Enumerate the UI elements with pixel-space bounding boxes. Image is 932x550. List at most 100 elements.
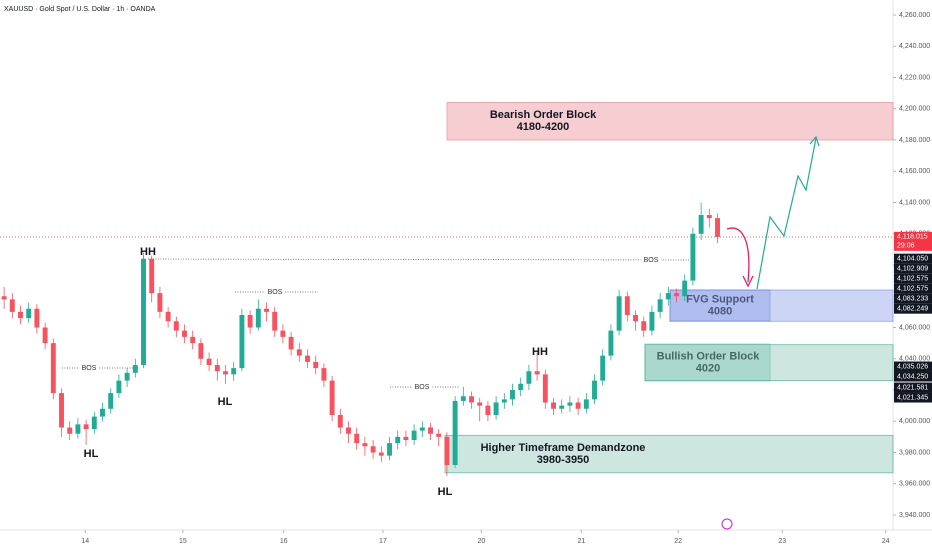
bos-bg	[79, 363, 99, 373]
price-label: 4,104.050	[897, 256, 928, 263]
candle-body	[9, 299, 15, 312]
candle-body	[674, 293, 679, 297]
candle-body	[18, 311, 23, 319]
price-label: 4,118.015	[897, 234, 928, 241]
price-label: 4,102.575	[897, 276, 928, 283]
y-tick-label: 3,960.000	[899, 481, 930, 488]
swing-label: HH	[532, 346, 548, 358]
candle-body	[124, 372, 130, 381]
candle-body	[223, 371, 228, 375]
candle-body	[600, 355, 606, 381]
x-tick-label: 22	[674, 538, 682, 545]
candle-body	[305, 355, 310, 362]
price-label-box	[894, 382, 932, 393]
candle-body	[255, 308, 261, 328]
zone	[644, 344, 894, 382]
candle-body	[501, 399, 507, 403]
candle-body	[1, 296, 7, 300]
candle-body	[403, 436, 409, 440]
candle-body	[469, 396, 474, 403]
y-tick-label: 4,160.000	[899, 168, 930, 175]
x-tick-label: 24	[882, 538, 890, 545]
price-label-box	[894, 392, 932, 403]
candle-body	[91, 416, 97, 430]
zone-title: Higher Timeframe Demandzone	[481, 442, 646, 454]
candle-body	[116, 380, 122, 394]
alert-icon[interactable]	[721, 518, 733, 530]
candle-body	[313, 361, 319, 369]
projection-arrowhead	[809, 135, 820, 147]
projection-rally	[756, 137, 817, 290]
candles	[1, 202, 720, 476]
candle-body	[50, 343, 56, 394]
candle-body	[624, 296, 630, 315]
candle-body	[559, 405, 565, 409]
candle-body	[485, 405, 491, 415]
candle-body	[59, 393, 64, 428]
bos-label: BOS	[82, 365, 97, 372]
zone-label: 4080	[708, 306, 732, 318]
candle-body	[567, 402, 573, 406]
fvg-inner-box	[669, 289, 771, 322]
bos-bg	[641, 255, 661, 265]
candle-body	[649, 311, 655, 331]
candle-body	[387, 443, 392, 456]
zone-label: 4020	[696, 363, 720, 375]
price-label: 4,102.575	[897, 286, 928, 293]
price-label: 4,102.909	[897, 266, 928, 273]
candle-body	[108, 393, 114, 409]
price-label-box	[894, 283, 932, 294]
zone	[446, 102, 894, 141]
candle-body	[616, 296, 622, 331]
candle-body	[337, 415, 343, 428]
zone	[444, 434, 894, 474]
candle-body	[419, 427, 425, 431]
candle-body	[518, 383, 524, 390]
y-tick-label: 4,200.000	[899, 106, 930, 113]
price-label: 4,082.249	[897, 306, 928, 313]
zone-label: 4180-4200	[517, 121, 570, 133]
price-label: 4,035.026	[897, 363, 928, 370]
bos-bg	[412, 382, 432, 392]
axes: 4,260.000 4,240.000 4,220.000 4,200.000 4,18…	[81, 12, 932, 545]
y-tick-label: 4,000.000	[899, 418, 930, 425]
candle-body	[190, 336, 196, 344]
candle-body	[534, 371, 540, 375]
candle-body	[608, 330, 614, 356]
candle-body	[428, 427, 433, 434]
y-tick-label: 4,060.000	[899, 324, 930, 331]
bos-line	[147, 258, 691, 261]
candle-body	[452, 400, 458, 465]
candle-body	[575, 402, 581, 409]
x-tick-label: 14	[81, 538, 89, 545]
price-label-box	[894, 303, 932, 314]
candle-body	[296, 349, 302, 356]
y-tick-label: 4,140.000	[899, 199, 930, 206]
candle-body	[583, 399, 589, 409]
candle-body	[378, 452, 384, 456]
candle-body	[34, 308, 40, 328]
y-tick-label: 4,240.000	[899, 43, 930, 50]
y-tick-label: 4,260.000	[899, 12, 930, 19]
price-label: 4,083.233	[897, 296, 928, 303]
x-tick-label: 15	[179, 538, 187, 545]
candle-body	[436, 433, 442, 437]
candle-body	[411, 430, 417, 440]
candle-body	[149, 258, 155, 294]
bullish-inner-box	[644, 343, 771, 382]
bos-label: BOS	[644, 257, 659, 264]
candle-body	[346, 427, 351, 434]
candle-body	[288, 336, 294, 350]
candle-body	[698, 215, 704, 234]
zone-title: Bearish Order Block	[490, 109, 597, 121]
candle-body	[132, 365, 138, 373]
candle-body	[551, 402, 556, 409]
candle-body	[26, 308, 32, 319]
projection-arrowhead	[742, 275, 754, 288]
price-label: 4,021.581	[897, 384, 928, 391]
candle-body	[682, 280, 688, 297]
swing-label: HL	[438, 486, 453, 498]
zone-title: FVG Support	[686, 294, 754, 306]
candle-body	[690, 233, 696, 281]
